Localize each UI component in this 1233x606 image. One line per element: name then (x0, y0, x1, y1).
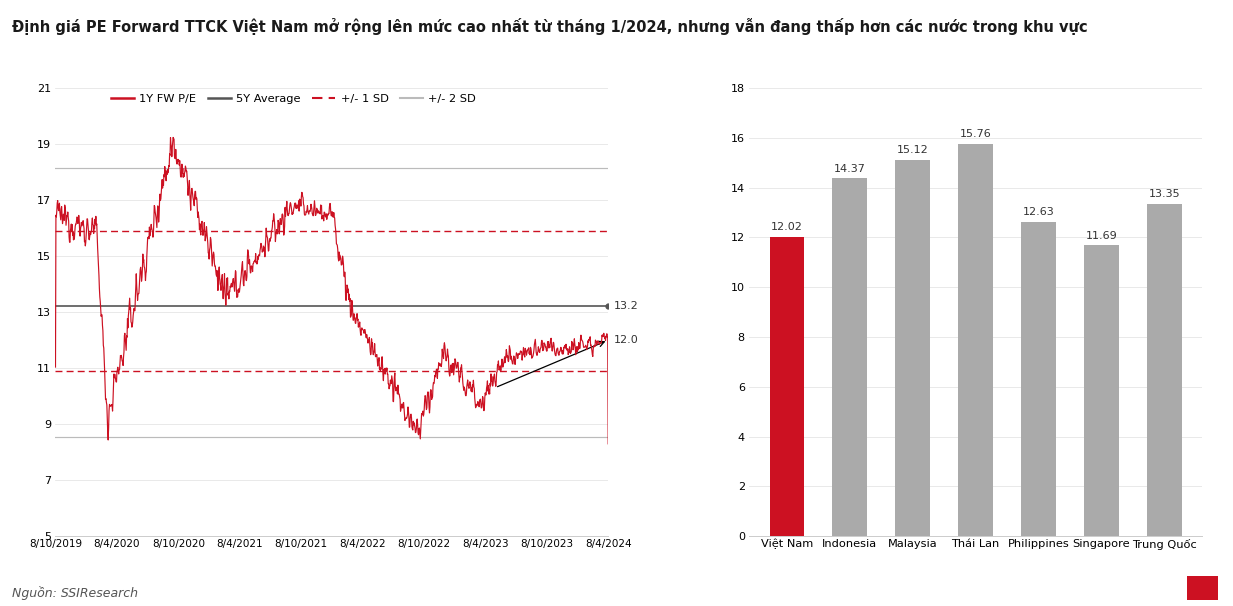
Text: 12.0: 12.0 (614, 335, 639, 345)
Bar (1021, 222, 1055, 536)
Text: 11.69: 11.69 (1085, 231, 1117, 241)
Legend: 1Y FW P/E, 5Y Average, +/- 1 SD, +/- 2 SD: 1Y FW P/E, 5Y Average, +/- 1 SD, +/- 2 S… (111, 93, 476, 104)
Text: 13.2: 13.2 (614, 301, 639, 311)
Text: 12.63: 12.63 (1022, 207, 1054, 217)
Text: 12.02: 12.02 (771, 222, 803, 232)
Bar (769, 237, 804, 536)
Bar (1084, 245, 1118, 536)
Text: 14.37: 14.37 (834, 164, 866, 174)
Text: Định giá PE Forward TTCK Việt Nam mở rộng lên mức cao nhất từ tháng 1/2024, nhưn: Định giá PE Forward TTCK Việt Nam mở rộn… (12, 18, 1088, 35)
Text: 13.35: 13.35 (1148, 189, 1180, 199)
Text: 15.12: 15.12 (896, 145, 928, 155)
Bar (958, 144, 993, 536)
Bar (832, 178, 867, 536)
Text: Nguồn: SSIResearch: Nguồn: SSIResearch (12, 586, 138, 600)
Bar (1147, 204, 1181, 536)
Text: 15.76: 15.76 (959, 129, 991, 139)
Bar (895, 159, 930, 536)
